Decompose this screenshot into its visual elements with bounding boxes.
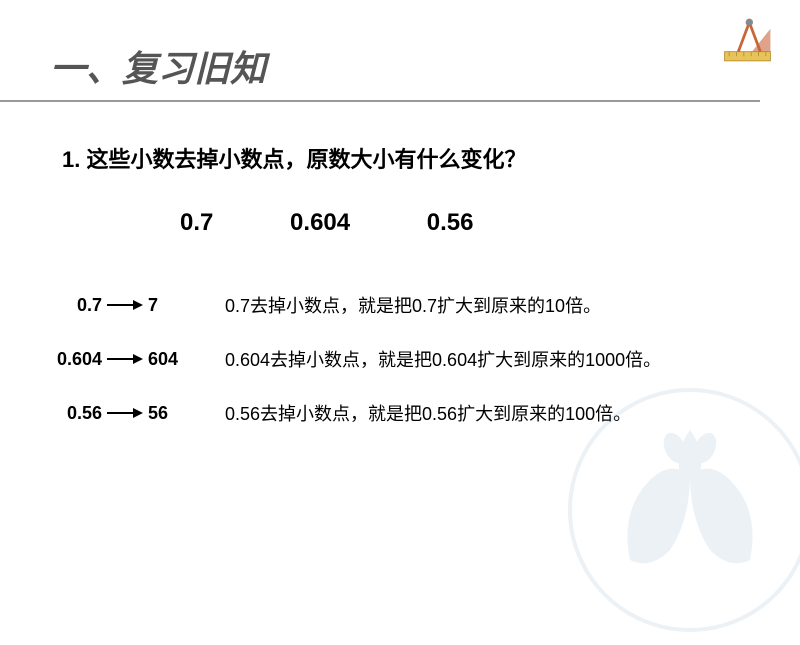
- slide: 一、复习旧知 1. 这些小数去掉小数点，原数大小有什么变化？ 0.7 0.604…: [0, 0, 800, 600]
- to-value: 56: [148, 403, 188, 424]
- arrow-icon: [102, 409, 148, 417]
- example-row: 0.604 604 0.604去掉小数点，就是把0.604扩大到原来的1000倍…: [50, 346, 750, 372]
- example-transform: 0.56 56: [50, 403, 225, 424]
- question-text: 1. 这些小数去掉小数点，原数大小有什么变化？: [62, 142, 750, 174]
- from-value: 0.7: [50, 295, 102, 316]
- explanation-text: 0.604去掉小数点，就是把0.604扩大到原来的1000倍。: [225, 346, 661, 372]
- example-row: 0.7 7 0.7去掉小数点，就是把0.7扩大到原来的10倍。: [50, 292, 750, 318]
- tools-icon: [720, 15, 775, 70]
- to-value: 604: [148, 349, 188, 370]
- arrow-icon: [102, 355, 148, 363]
- divider-line: [0, 100, 760, 102]
- arrow-icon: [102, 301, 148, 309]
- to-value: 7: [148, 295, 188, 316]
- numbers-row: 0.7 0.604 0.56: [180, 209, 750, 237]
- number-1: 0.7: [180, 209, 213, 236]
- example-transform: 0.604 604: [50, 349, 225, 370]
- explanation-text: 0.7去掉小数点，就是把0.7扩大到原来的10倍。: [225, 292, 601, 318]
- number-3: 0.56: [427, 209, 474, 236]
- number-2: 0.604: [290, 209, 350, 236]
- from-value: 0.56: [50, 403, 102, 424]
- watermark-logo: [560, 380, 800, 640]
- slide-title: 一、复习旧知: [50, 40, 750, 92]
- example-transform: 0.7 7: [50, 295, 225, 316]
- from-value: 0.604: [50, 349, 102, 370]
